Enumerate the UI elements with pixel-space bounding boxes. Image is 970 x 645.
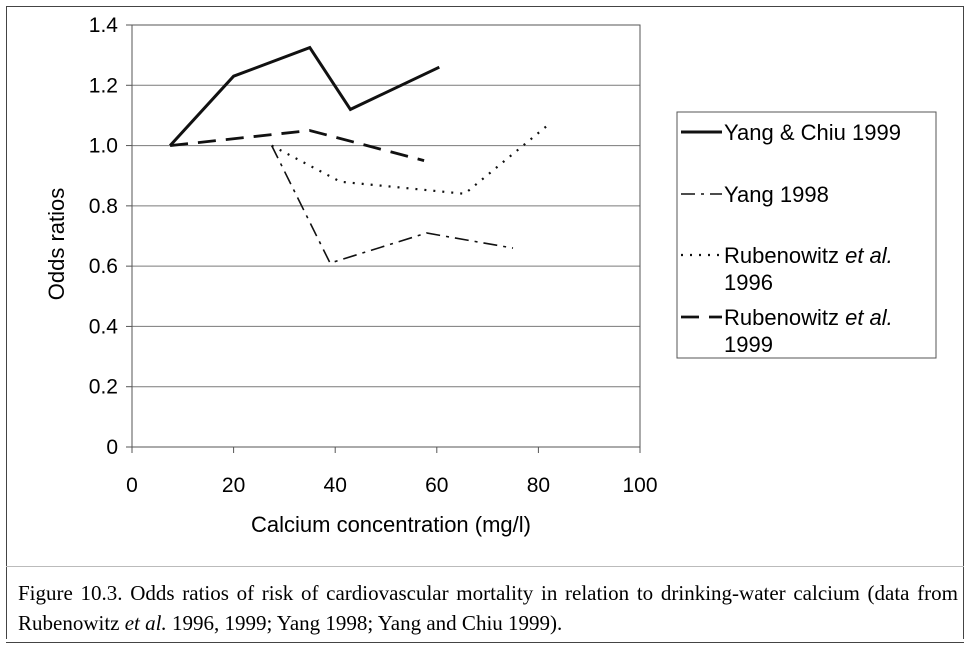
caption-text-emphasis: et al. <box>124 611 167 635</box>
x-axis: 0 20 40 60 80 100 <box>126 447 658 497</box>
y-tick-label: 0.6 <box>89 255 118 278</box>
y-tick-label: 0.2 <box>89 376 118 399</box>
x-tick-label: 60 <box>425 474 448 497</box>
y-tick-label: 0.4 <box>89 315 119 338</box>
series-line-1 <box>168 45 440 147</box>
y-tick-label: 1.4 <box>89 14 119 37</box>
series-line-3 <box>271 123 550 195</box>
x-tick-label: 20 <box>222 474 245 497</box>
legend-label-line2: 1996 <box>724 270 773 295</box>
y-tick-label: 0.8 <box>89 195 118 218</box>
legend-label: Rubenowitz et al. <box>724 243 893 268</box>
legend-label: Yang 1998 <box>724 182 829 207</box>
series-line-2 <box>270 145 514 265</box>
x-tick-label: 40 <box>324 474 347 497</box>
y-tick-label: 0 <box>106 436 118 459</box>
legend-label: Rubenowitz et al. <box>724 305 893 330</box>
gridlines <box>132 24 640 388</box>
legend-label-line2: 1999 <box>724 332 773 357</box>
figure-frame <box>6 6 964 639</box>
y-axis-title: Odds ratios <box>44 188 69 301</box>
x-tick-label: 0 <box>126 474 138 497</box>
legend: Yang & Chiu 1999 Yang 1998 Rubenowitz et a… <box>676 111 937 359</box>
line-chart: 0 0.2 0.4 0.6 0.8 1.0 1.2 1.4 0 20 40 60 80 100 Calc… <box>44 14 937 537</box>
caption-text-start: Figure 10.3. Odds ratios of risk of card… <box>18 581 958 635</box>
x-axis-title: Calcium concentration (mg/l) <box>251 512 531 537</box>
caption-divider <box>6 566 964 567</box>
x-tick-label: 80 <box>527 474 550 497</box>
series-line-4 <box>169 129 425 162</box>
bottom-rule <box>6 642 964 643</box>
caption-text-end: 1996, 1999; Yang 1998; Yang and Chiu 199… <box>166 611 563 635</box>
plot-area <box>131 24 641 448</box>
x-tick-label: 100 <box>622 474 657 497</box>
legend-label: Yang & Chiu 1999 <box>724 120 901 145</box>
y-axis: 0 0.2 0.4 0.6 0.8 1.0 1.2 1.4 <box>89 14 132 459</box>
series-layer <box>168 45 550 265</box>
y-tick-label: 1.0 <box>89 135 118 158</box>
figure-caption: Figure 10.3. Odds ratios of risk of card… <box>18 578 958 638</box>
y-tick-label: 1.2 <box>89 74 118 97</box>
